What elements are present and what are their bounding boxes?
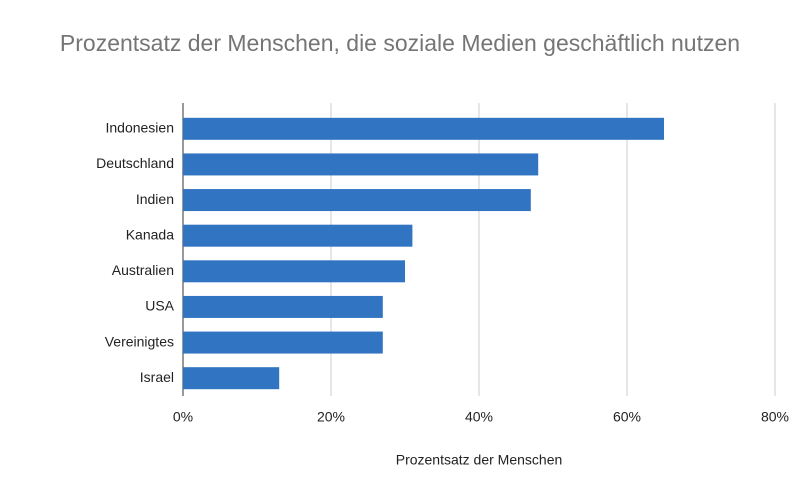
y-tick-label: Kanada — [126, 226, 174, 242]
bar — [183, 189, 531, 212]
y-tick-label: Israel — [140, 369, 174, 385]
x-tick-label: 80% — [761, 409, 789, 425]
x-axis-title: Prozentsatz der Menschen — [396, 452, 563, 468]
bar — [183, 260, 405, 283]
bar — [183, 224, 413, 247]
x-tick-label: 40% — [465, 409, 493, 425]
y-tick-label: Indonesien — [105, 120, 174, 136]
bar — [183, 331, 383, 354]
bar — [183, 153, 539, 176]
y-tick-label: USA — [145, 298, 174, 314]
x-tick-label: 20% — [317, 409, 345, 425]
bar — [183, 117, 664, 140]
bar — [183, 295, 383, 318]
y-tick-label: Deutschland — [96, 155, 174, 171]
y-tick-label: Australien — [112, 262, 174, 278]
chart-title: Prozentsatz der Menschen, die soziale Me… — [59, 30, 741, 56]
x-tick-label: 60% — [613, 409, 641, 425]
y-tick-label: Indien — [136, 191, 174, 207]
y-tick-label: Vereinigtes — [105, 333, 174, 349]
bar — [183, 367, 280, 390]
x-tick-label: 0% — [173, 409, 193, 425]
